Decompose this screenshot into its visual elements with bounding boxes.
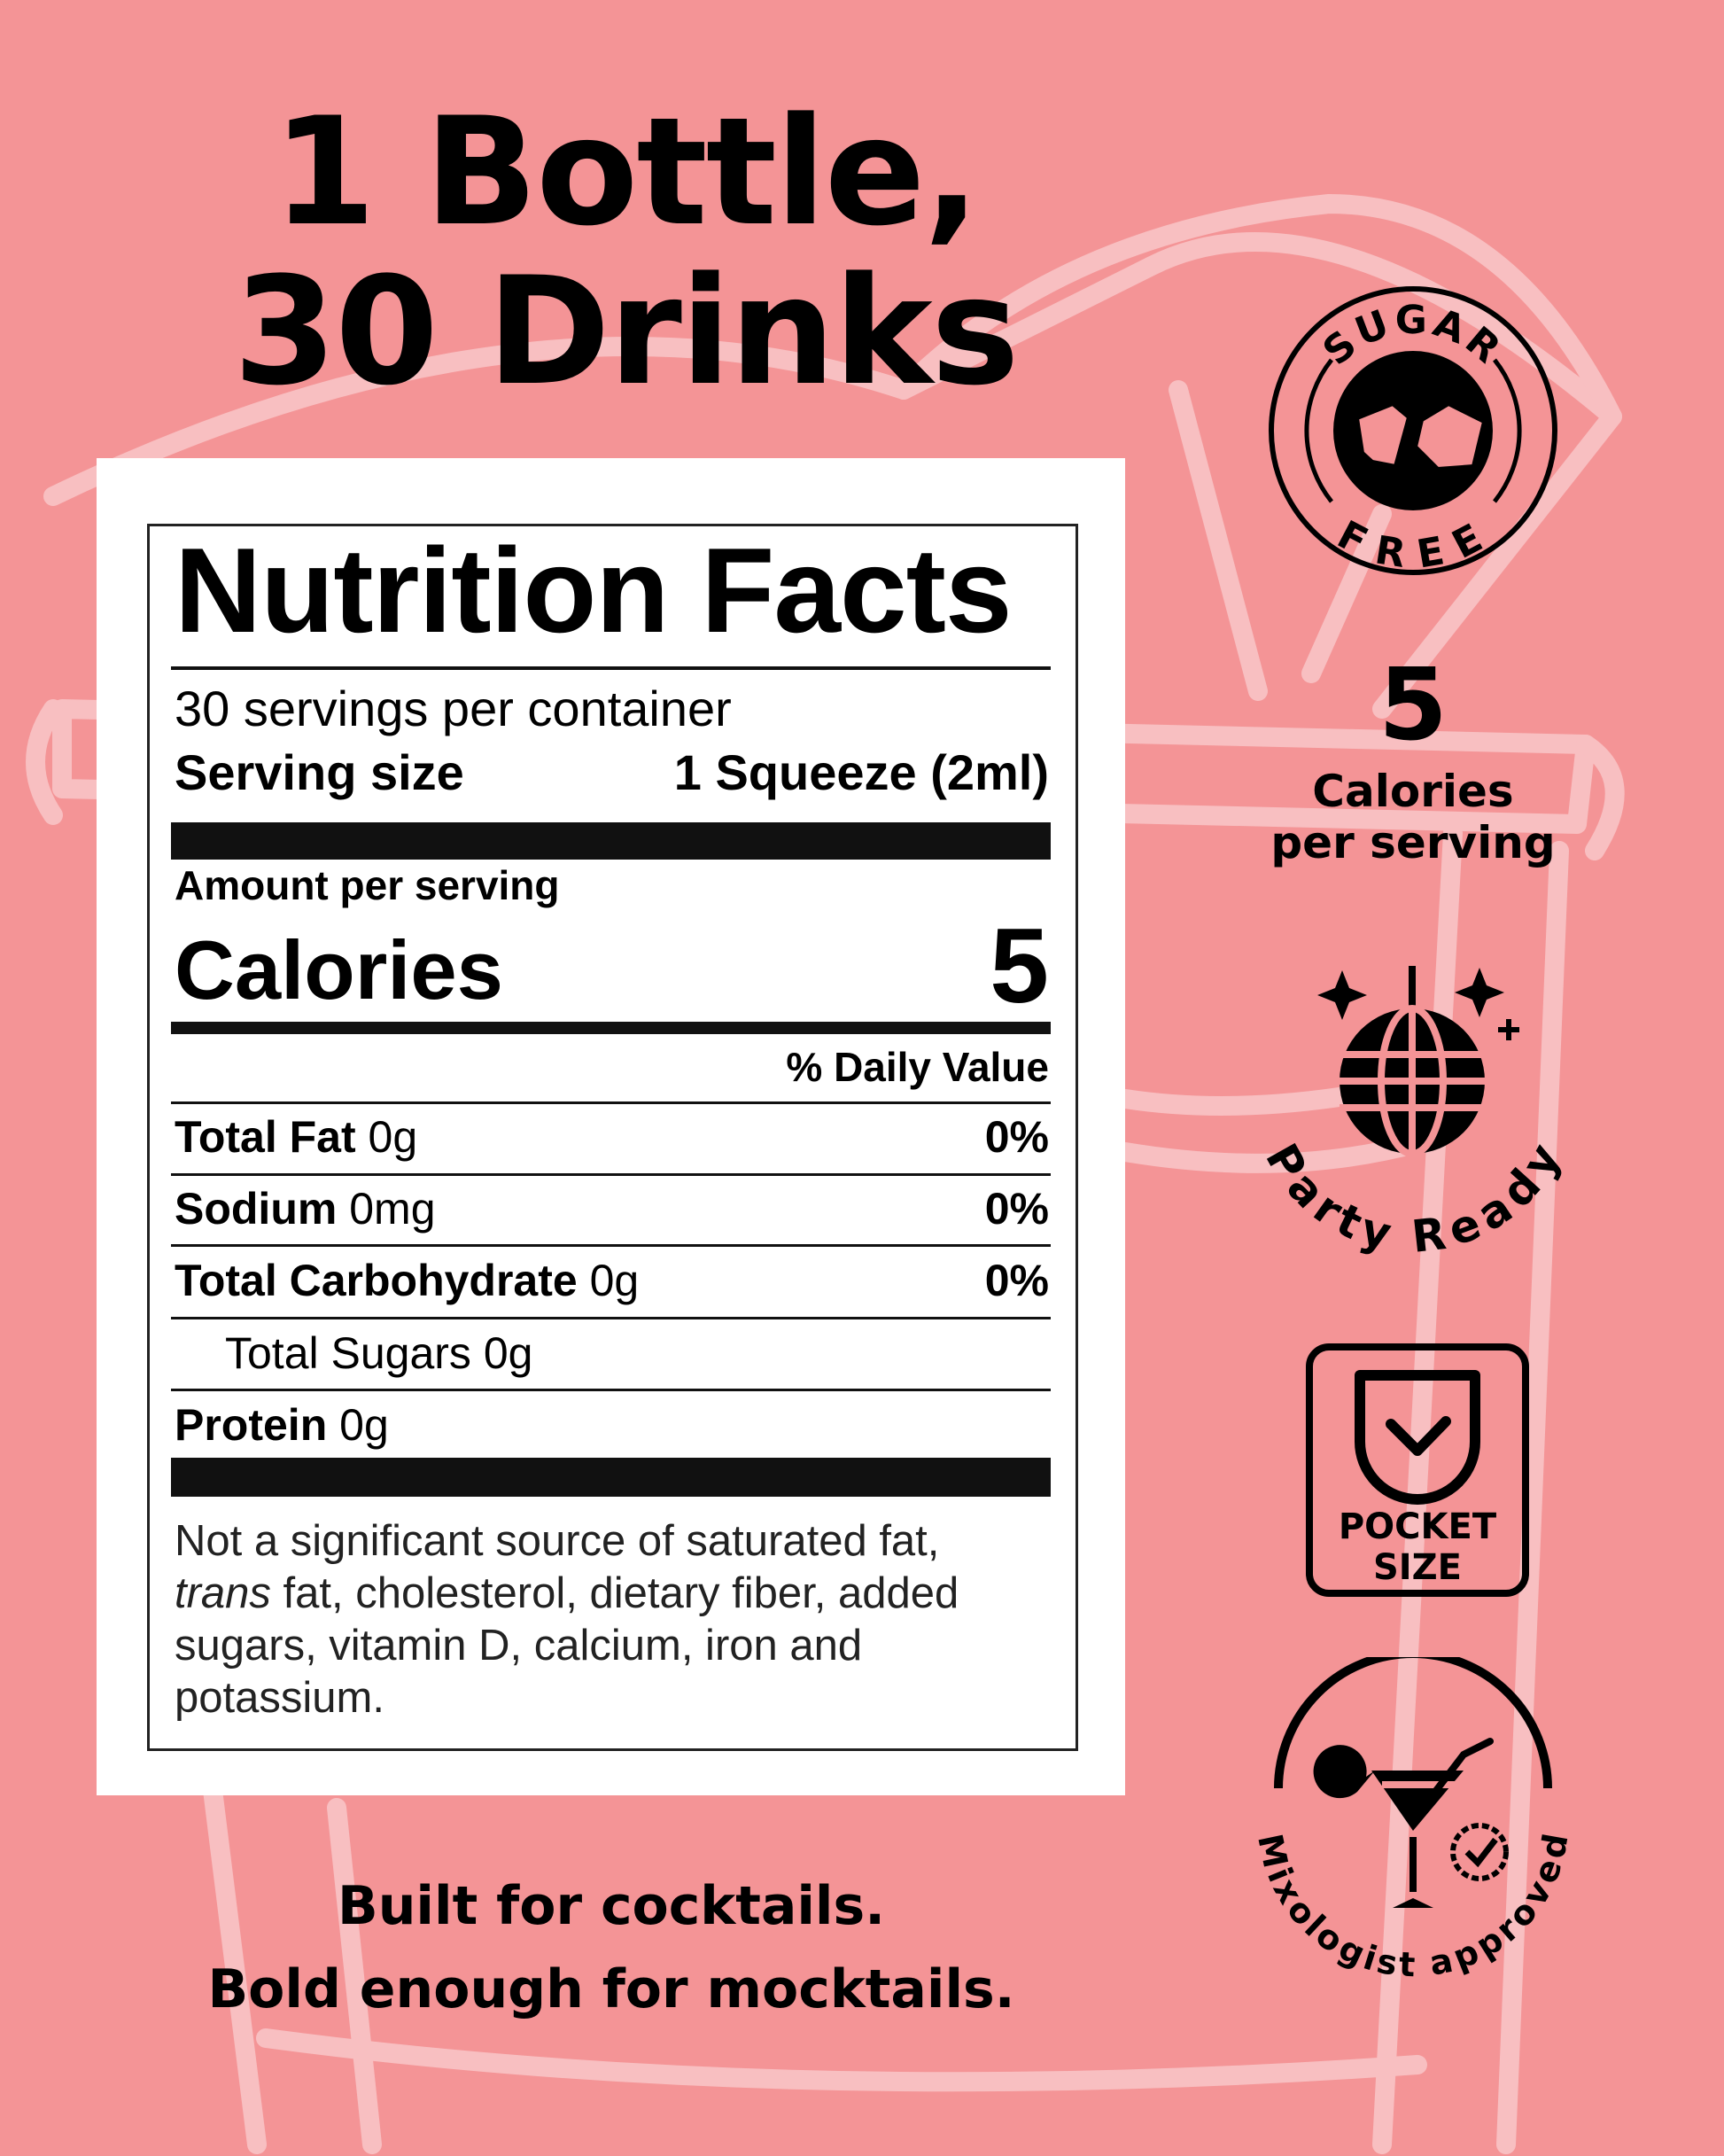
footnote-text: fat, cholesterol, dietary fiber, added s… [175, 1569, 959, 1722]
pocket-size-badge: POCKET SIZE [1306, 1343, 1529, 1597]
divider [171, 1317, 1051, 1319]
svg-text:FREE: FREE [1330, 512, 1495, 578]
amount-per-serving: Amount per serving [175, 861, 1049, 909]
nutrition-panel [97, 458, 1125, 1795]
amount-per-serving-text: Amount per serving [175, 861, 560, 908]
calories-badge-value: 5 [1378, 648, 1448, 763]
tagline-line-2: Bold enough for mocktails. [207, 1958, 1015, 2020]
calories-label: Calories [175, 923, 503, 1016]
nutrient-amount: 0g [483, 1328, 533, 1378]
size-label: SIZE [1372, 1547, 1463, 1588]
divider [171, 1173, 1051, 1176]
medium-divider [171, 1022, 1051, 1034]
thick-divider [171, 822, 1051, 860]
nutrient-row-protein: Protein 0g [175, 1400, 1049, 1450]
nutrient-amount: 0g [589, 1256, 640, 1305]
nutrient-label: Total Fat [175, 1112, 356, 1162]
nutrient-label: Total Carbohydrate [175, 1256, 578, 1305]
nutrient-amount: 0g [368, 1112, 418, 1162]
cocktail-glass-icon [1313, 1738, 1509, 1908]
daily-value-text: % Daily Value [786, 1043, 1049, 1090]
calories-row: Calories 5 [175, 913, 1049, 1019]
calories-badge-line2: per serving [1270, 817, 1556, 868]
headline-line-1: 1 Bottle, [272, 85, 981, 259]
divider [171, 1244, 1051, 1247]
sugar-free-badge: SUGAR FREE [1269, 286, 1557, 578]
nutrition-title: Nutrition Facts [175, 523, 1013, 658]
calories-value: 5 [990, 907, 1049, 1025]
nutrient-label: Total Sugars [225, 1328, 471, 1378]
serving-size-label: Serving size [175, 744, 464, 801]
party-ready-badge: Party Ready [1258, 966, 1568, 1263]
nutrient-label: Protein [175, 1400, 328, 1450]
calories-badge-text: Calories per serving [1240, 766, 1586, 868]
nutrient-row-sodium: Sodium 0mg 0% [175, 1184, 1049, 1234]
divider [171, 1389, 1051, 1391]
mixologist-approved-badge: Mixologist approved [1258, 1657, 1568, 1984]
serving-size-row: Serving size 1 Squeeze (2ml) [175, 744, 1049, 801]
nutrition-facts-label [147, 524, 1078, 1751]
free-label: FREE [1330, 512, 1488, 578]
pocket-check-icon [1355, 1370, 1480, 1505]
footnote-text: Not a significant source of saturated fa… [175, 1517, 940, 1565]
nutrient-dv: 0% [984, 1112, 1049, 1162]
servings-text: 30 servings per container [175, 681, 732, 737]
nutrient-dv: 0% [984, 1256, 1049, 1305]
calories-badge-line1: Calories [1312, 766, 1514, 817]
tagline-line-1: Built for cocktails. [337, 1875, 886, 1937]
thick-divider [171, 1458, 1051, 1497]
nutrient-row-sugars: Total Sugars 0g [225, 1328, 1049, 1378]
disco-ball-icon [1317, 966, 1519, 1157]
nutrient-amount: 0g [339, 1400, 389, 1450]
divider [171, 666, 1051, 670]
divider [171, 1101, 1051, 1104]
pocket-label: POCKET [1338, 1506, 1497, 1547]
headline-line-2: 30 Drinks [233, 245, 1020, 418]
daily-value-header: % Daily Value [175, 1042, 1049, 1092]
nutrient-label: Sodium [175, 1184, 338, 1234]
nutrient-amount: 0mg [349, 1184, 436, 1234]
nutrient-row-carbohydrate: Total Carbohydrate 0g 0% [175, 1256, 1049, 1305]
serving-size-value: 1 Squeeze (2ml) [673, 744, 1049, 801]
nutrition-footnote: Not a significant source of saturated fa… [175, 1515, 1060, 1724]
servings-per-container: 30 servings per container [175, 681, 1049, 737]
nutrient-row-total-fat: Total Fat 0g 0% [175, 1112, 1049, 1162]
nutrient-dv: 0% [984, 1184, 1049, 1234]
sugar-cubes-icon [1333, 351, 1493, 510]
footnote-italic: trans [175, 1569, 271, 1617]
